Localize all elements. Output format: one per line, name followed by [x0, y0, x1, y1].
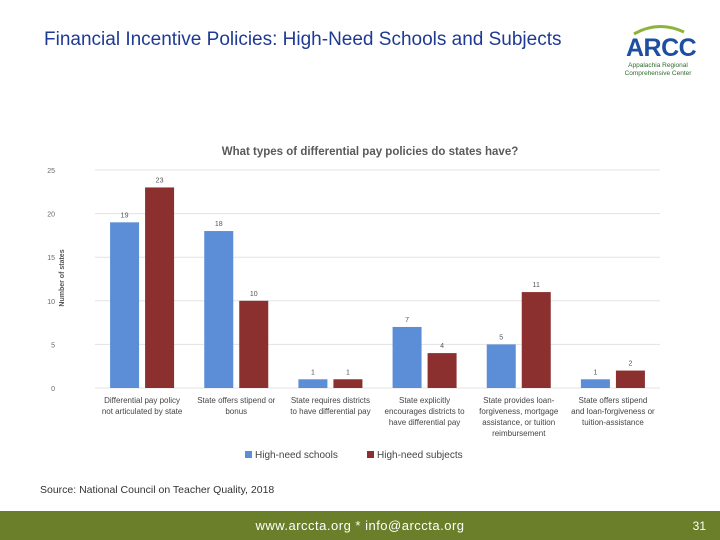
page-number: 31	[692, 519, 706, 533]
bar	[427, 353, 457, 388]
bar	[392, 326, 422, 388]
bar	[580, 379, 610, 388]
category-label: State offers stipend or	[197, 396, 275, 405]
y-tick-label: 10	[47, 299, 55, 306]
bar-value-label: 1	[593, 369, 597, 376]
arcc-logo: ARCC Appalachia Regional Comprehensive C…	[612, 22, 704, 80]
bar-value-label: 2	[628, 361, 632, 368]
bar	[204, 231, 234, 388]
bar-value-label: 5	[499, 334, 503, 341]
footer-bar: www.arccta.org * info@arccta.org 31	[0, 511, 720, 540]
legend-swatch	[245, 451, 252, 458]
bar-value-label: 18	[215, 221, 223, 228]
logo-subtitle-line1: Appalachia Regional	[628, 62, 688, 69]
category-labels: Differential pay policy not articulated b…	[102, 396, 655, 438]
y-tick-label: 0	[51, 386, 55, 393]
category-label: and loan-forgiveness or	[571, 407, 655, 416]
logo-subtitle-line2: Comprehensive Center	[624, 70, 692, 77]
bar-value-label: 7	[405, 317, 409, 324]
bar-value-label: 1	[346, 369, 350, 376]
bar-value-label: 11	[533, 282, 540, 289]
bar	[298, 379, 328, 388]
bar	[145, 187, 175, 388]
category-label: not articulated by state	[102, 407, 183, 416]
y-tick-label: 5	[51, 342, 55, 349]
y-axis-label: Number of states	[59, 249, 66, 306]
source-note: Source: National Council on Teacher Qual…	[40, 484, 275, 496]
y-tick-label: 25	[47, 168, 55, 175]
bar-value-label: 10	[250, 291, 258, 298]
bar-value-label: 4	[440, 343, 444, 350]
bar	[521, 292, 551, 388]
y-tick-label: 15	[47, 255, 55, 262]
category-label: have differential pay	[389, 418, 460, 427]
legend-swatch	[367, 451, 374, 458]
bar	[333, 379, 363, 388]
category-label: Differential pay policy	[104, 396, 180, 405]
chart-title: What types of differential pay policies …	[222, 146, 519, 158]
footer-contact[interactable]: www.arccta.org * info@arccta.org	[255, 518, 465, 533]
y-tick-label: 20	[47, 212, 55, 219]
bar	[486, 344, 516, 388]
bar-value-label: 1	[311, 369, 315, 376]
bar-value-label: 19	[121, 212, 129, 219]
legend-label: High-need schools	[255, 450, 338, 461]
category-label: forgiveness, mortgage	[479, 407, 559, 416]
category-label: State provides loan-	[483, 396, 554, 405]
category-label: State explicitly	[399, 396, 450, 405]
category-label: State offers stipend	[579, 396, 648, 405]
logo-arc-icon	[633, 25, 685, 36]
bar	[239, 300, 269, 388]
category-label: bonus	[225, 407, 247, 416]
y-ticks: 0 5 10 15 20 25	[47, 168, 55, 393]
gridlines	[95, 169, 660, 389]
bar	[110, 222, 140, 388]
bar-value-label: 23	[156, 177, 164, 184]
slide-title: Financial Incentive Policies: High-Need …	[44, 29, 562, 50]
legend: High-need schools High-need subjects	[245, 450, 463, 461]
legend-label: High-need subjects	[377, 450, 463, 461]
bar-chart: What types of differential pay policies …	[47, 146, 660, 461]
logo-wordmark: ARCC	[626, 34, 697, 62]
category-label: State requires districts	[291, 396, 370, 405]
bar	[615, 370, 645, 388]
category-label: reimbursement	[492, 429, 546, 438]
category-label: to have differential pay	[290, 407, 370, 416]
category-label: tuition-assistance	[582, 418, 644, 427]
category-label: encourages districts to	[385, 407, 466, 416]
category-label: assistance, or tuition	[482, 418, 555, 427]
